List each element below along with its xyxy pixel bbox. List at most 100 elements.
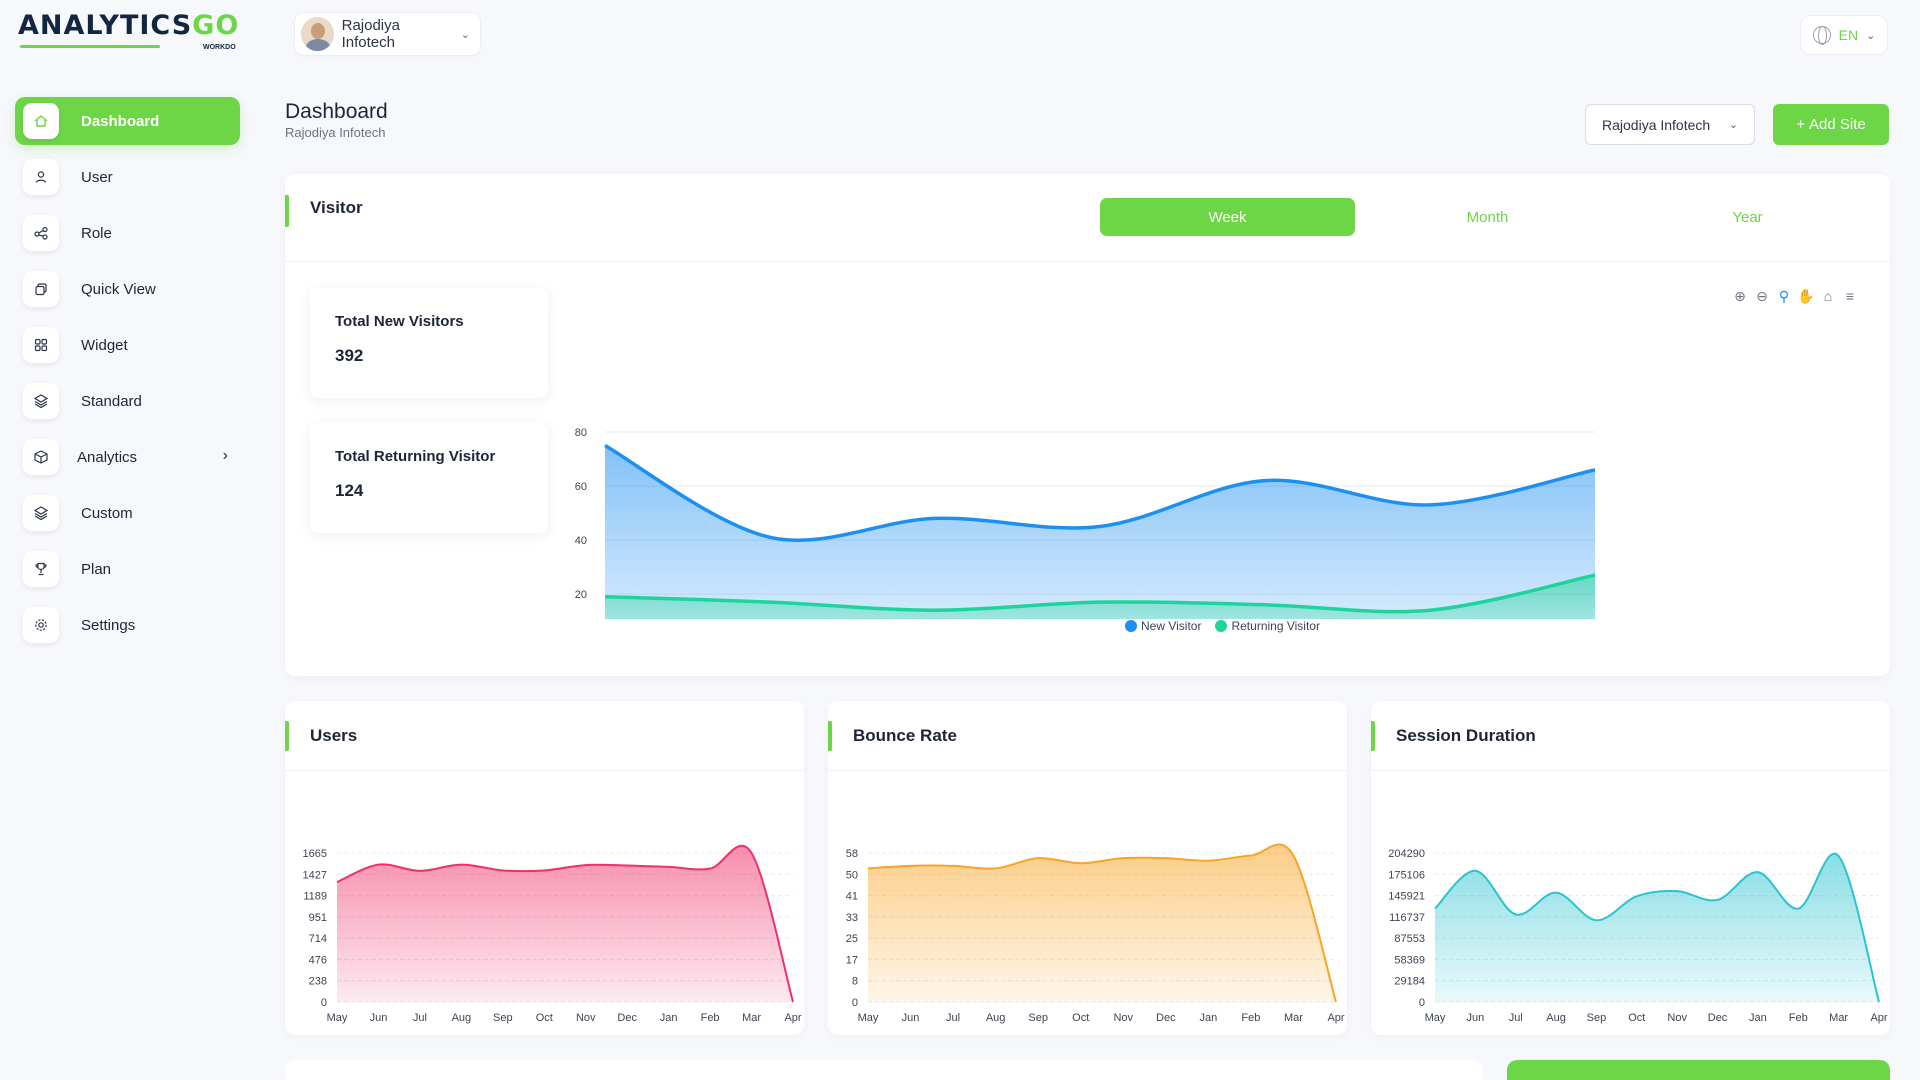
zoom-out-icon[interactable]: ⊖ bbox=[1756, 288, 1768, 304]
chevron-right-icon: › bbox=[222, 447, 228, 464]
y-tick-label: 80 bbox=[575, 427, 587, 439]
legend-new-visitor[interactable]: New Visitor bbox=[1125, 619, 1201, 633]
avatar bbox=[301, 17, 334, 51]
x-tick-label: Jun bbox=[902, 1012, 920, 1024]
visitor-title: Visitor bbox=[310, 198, 363, 217]
sidebar-item-analytics[interactable]: Analytics › bbox=[15, 433, 240, 481]
sidebar-item-quick-view[interactable]: Quick View bbox=[15, 265, 240, 313]
x-tick-label: Apr bbox=[1870, 1012, 1887, 1024]
x-tick-label: Aug bbox=[452, 1012, 472, 1024]
sidebar-item-settings[interactable]: Settings bbox=[15, 601, 240, 649]
x-tick-label: May bbox=[1425, 1012, 1446, 1024]
y-tick-label: 58369 bbox=[1394, 954, 1425, 966]
site-select-value: Rajodiya Infotech bbox=[1602, 116, 1711, 133]
x-tick-label: Aug bbox=[986, 1012, 1006, 1024]
legend-returning-visitor[interactable]: Returning Visitor bbox=[1215, 619, 1320, 633]
add-site-button[interactable]: + Add Site bbox=[1773, 104, 1889, 145]
x-tick-label: May bbox=[327, 1012, 348, 1024]
page-title: Dashboard bbox=[285, 100, 388, 123]
sidebar-item-plan[interactable]: Plan bbox=[15, 545, 240, 593]
site-select[interactable]: Rajodiya Infotech ⌄ bbox=[1585, 104, 1755, 145]
settings-icon bbox=[23, 607, 59, 643]
sidebar-item-label: Quick View bbox=[81, 280, 156, 298]
total-new-visitors-label: Total New Visitors bbox=[335, 313, 464, 330]
zoom-in-icon[interactable]: ⊕ bbox=[1734, 288, 1746, 304]
copy-icon bbox=[23, 271, 59, 307]
session-duration-chart: 0 29184 58369 87553 116737 145921 175106 204290… bbox=[1388, 848, 1888, 1024]
x-tick-label: Jul bbox=[413, 1012, 427, 1024]
legend-dot bbox=[1215, 620, 1228, 632]
tab-year[interactable]: Year bbox=[1732, 208, 1763, 226]
tab-month[interactable]: Month bbox=[1466, 208, 1509, 226]
bottom-green-card bbox=[1507, 1060, 1890, 1080]
x-tick-label: Dec bbox=[617, 1012, 637, 1024]
brand-logo[interactable]: ANALYTICSGO WORKDO bbox=[18, 10, 238, 51]
sidebar-item-widget[interactable]: Widget bbox=[15, 321, 240, 369]
sidebar-item-label: Role bbox=[81, 224, 112, 242]
y-tick-label: 17 bbox=[846, 954, 858, 966]
y-tick-label: 8 bbox=[852, 976, 858, 988]
tab-week[interactable]: Week bbox=[1100, 198, 1355, 236]
zoom-select-icon[interactable]: ⚲ bbox=[1778, 288, 1790, 304]
x-tick-label: Feb bbox=[1789, 1012, 1808, 1024]
total-returning-visitors-label: Total Returning Visitor bbox=[335, 448, 496, 465]
y-tick-label: 175106 bbox=[1388, 869, 1425, 881]
card-accent-bar bbox=[285, 195, 289, 227]
series-area bbox=[868, 844, 1336, 1002]
card-accent-bar bbox=[828, 721, 832, 751]
sidebar-item-label: Dashboard bbox=[81, 112, 160, 130]
page-subtitle: Rajodiya Infotech bbox=[285, 125, 386, 140]
y-tick-label: 87553 bbox=[1394, 933, 1425, 945]
sidebar-item-dashboard[interactable]: Dashboard bbox=[15, 97, 240, 145]
users-title: Users bbox=[310, 726, 358, 745]
session-duration-card: Session Duration 0 29184 58369 87553 116737 1… bbox=[1371, 701, 1890, 1035]
users-card-header: Users bbox=[285, 701, 804, 771]
total-new-visitors-card: Total New Visitors 392 bbox=[310, 288, 548, 398]
globe-icon bbox=[1812, 26, 1831, 45]
sidebar-item-label: Settings bbox=[81, 616, 136, 634]
x-tick-label: Mar bbox=[742, 1012, 761, 1024]
period-tabs: Week Month Year bbox=[1100, 198, 1875, 236]
language-selector[interactable]: EN ⌄ bbox=[1800, 15, 1888, 55]
sidebar-item-label: Standard bbox=[81, 392, 142, 410]
y-tick-label: 33 bbox=[846, 912, 858, 924]
y-tick-label: 238 bbox=[309, 976, 327, 988]
sidebar-item-role[interactable]: Role bbox=[15, 209, 240, 257]
legend-label: Returning Visitor bbox=[1231, 619, 1320, 633]
sidebar-item-user[interactable]: User bbox=[15, 153, 240, 201]
visitor-card: Visitor Week Month Year Total New Visito… bbox=[285, 174, 1890, 676]
pan-hand-icon[interactable]: ✋ bbox=[1797, 288, 1815, 304]
chevron-down-icon: ⌄ bbox=[1728, 119, 1738, 131]
sidebar-item-standard[interactable]: Standard bbox=[15, 377, 240, 425]
chevron-down-icon: ⌄ bbox=[460, 28, 470, 41]
x-tick-label: Sep bbox=[1028, 1012, 1048, 1024]
series-area bbox=[337, 845, 793, 1002]
sidebar-item-label: Widget bbox=[81, 336, 128, 354]
bounce-rate-card-header: Bounce Rate bbox=[828, 701, 1347, 771]
sidebar-item-label: Plan bbox=[81, 560, 112, 578]
total-new-visitors-value: 392 bbox=[335, 346, 364, 365]
x-tick-label: Feb bbox=[1241, 1012, 1260, 1024]
x-tick-label: Oct bbox=[1072, 1012, 1089, 1024]
series-area bbox=[1435, 853, 1879, 1002]
x-tick-label: Jan bbox=[1749, 1012, 1767, 1024]
legend-dot bbox=[1125, 620, 1137, 632]
y-tick-label: 41 bbox=[846, 891, 858, 903]
y-tick-label: 951 bbox=[309, 912, 327, 924]
x-tick-label: Dec bbox=[1708, 1012, 1728, 1024]
visitor-chart: 020406080FridaySaturdaySundayMondayTuesd… bbox=[575, 427, 1596, 619]
x-tick-label: Feb bbox=[701, 1012, 720, 1024]
x-tick-label: Jul bbox=[946, 1012, 960, 1024]
menu-icon[interactable]: ≡ bbox=[1845, 288, 1855, 304]
users-card: Users 0 238 476 714 951 1189 1427 1665 May Jun Jul… bbox=[285, 701, 804, 1035]
sidebar-item-custom[interactable]: Custom bbox=[15, 489, 240, 537]
x-tick-label: Jul bbox=[1509, 1012, 1523, 1024]
y-tick-label: 50 bbox=[846, 869, 858, 881]
reset-home-icon[interactable]: ⌂ bbox=[1823, 288, 1833, 304]
workspace-switcher[interactable]: Rajodiya Infotech ⌄ bbox=[294, 12, 481, 56]
y-tick-label: 0 bbox=[852, 997, 858, 1009]
stack-icon bbox=[23, 495, 59, 531]
sidebar: Dashboard User Role Quick View Widget St… bbox=[15, 97, 240, 657]
x-tick-label: Jun bbox=[1466, 1012, 1484, 1024]
visitor-legend: New Visitor Returning Visitor bbox=[1125, 619, 1320, 633]
